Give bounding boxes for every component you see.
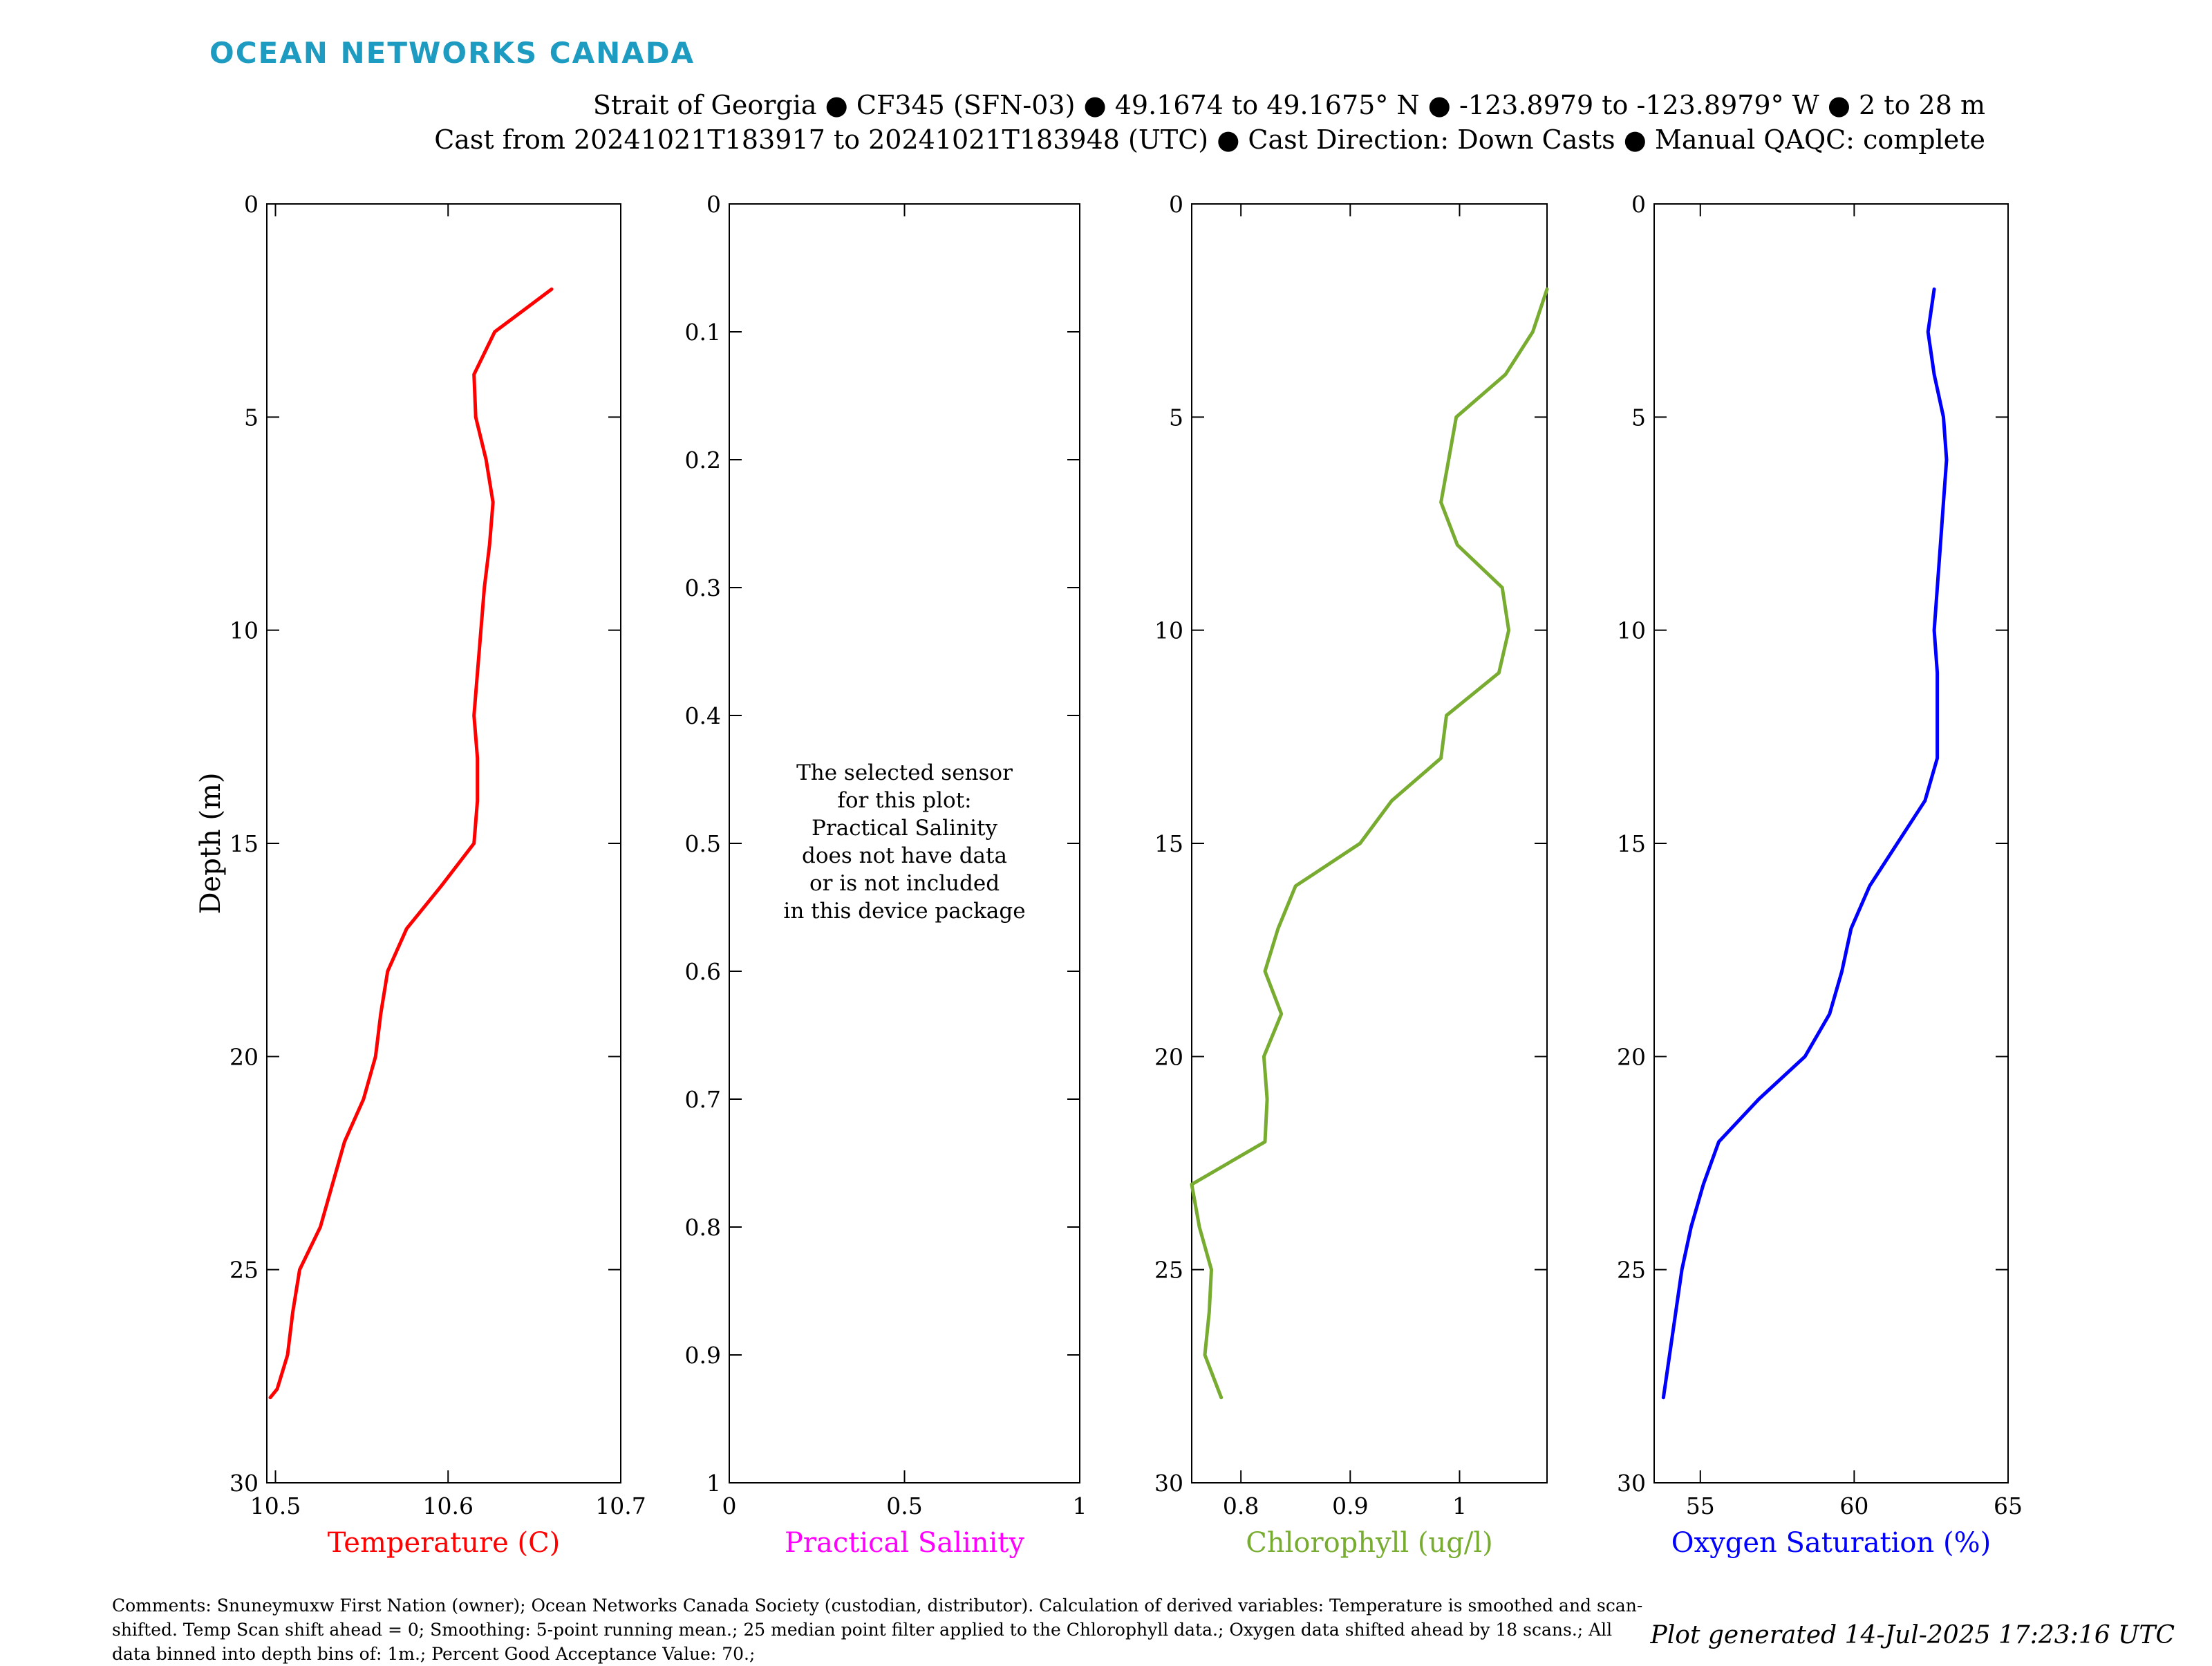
profile-line [1190, 287, 1549, 1400]
x-axis-label: Oxygen Saturation (%) [1671, 1527, 1991, 1559]
x-axis-label: Practical Salinity [785, 1527, 1024, 1559]
x-axis-label: Temperature (C) [328, 1527, 561, 1559]
y-tick-label: 20 [229, 1043, 259, 1070]
x-tick-label: 60 [1839, 1492, 1868, 1519]
y-tick-label: 25 [1617, 1257, 1646, 1284]
y-tick-label: 25 [229, 1257, 259, 1284]
y-tick-label: 10 [1617, 617, 1646, 644]
y-tick-label: 5 [244, 404, 259, 431]
y-tick-label: 5 [1169, 404, 1183, 431]
y-tick-label: 0.8 [685, 1214, 721, 1241]
panel-3: 0 5 10 15 20 25 30 0.8 0.9 1 Chlorophyll (ug/l) [1154, 191, 1549, 1559]
y-axis-label: Depth (m) [195, 772, 227, 914]
y-tick-label: 0.2 [685, 447, 721, 474]
comments-text: Comments: Snuneymuxw First Nation (owner… [112, 1595, 1643, 1664]
no-data-message-line: for this plot: [837, 788, 971, 813]
y-tick-label: 0.4 [685, 702, 721, 729]
plot-frame [1191, 203, 1548, 1484]
y-tick-label: 0.5 [685, 830, 721, 857]
y-tick-label: 0.3 [685, 574, 721, 601]
y-tick-label: 0.9 [685, 1342, 721, 1369]
y-tick-label: 30 [229, 1470, 259, 1497]
y-tick-label: 1 [706, 1470, 721, 1497]
x-axis-label: Chlorophyll (ug/l) [1246, 1527, 1493, 1559]
x-tick-label: 0 [722, 1492, 737, 1519]
profile-line [268, 287, 554, 1400]
profile-line [1661, 287, 1949, 1400]
y-tick-label: 0 [1169, 191, 1183, 218]
x-tick-label: 10.7 [595, 1492, 646, 1519]
y-tick-label: 10 [1154, 617, 1183, 644]
no-data-message-line: or is not included [809, 871, 1000, 896]
y-tick-label: 25 [1154, 1257, 1183, 1284]
x-tick-label: 0.8 [1223, 1492, 1259, 1519]
y-tick-label: 0 [706, 191, 721, 218]
x-tick-label: 1 [1452, 1492, 1467, 1519]
plot-frame [266, 203, 621, 1484]
plot-frame [1653, 203, 2009, 1484]
x-tick-label: 1 [1073, 1492, 1087, 1519]
y-tick-label: 0.7 [685, 1086, 721, 1113]
y-tick-label: 15 [229, 830, 259, 857]
y-tick-label: 15 [1617, 830, 1646, 857]
x-tick-label: 10.5 [250, 1492, 301, 1519]
x-tick-label: 0.5 [886, 1492, 922, 1519]
x-tick-label: 0.9 [1332, 1492, 1368, 1519]
panel-2: 00.10.20.30.40.50.60.70.80.910 0.5 1Practi… [685, 191, 1087, 1559]
y-tick-label: 0 [244, 191, 259, 218]
y-tick-label: 30 [1154, 1470, 1183, 1497]
no-data-message-line: Practical Salinity [812, 816, 997, 841]
onc-logo: OCEAN NETWORKS CANADA [209, 36, 695, 70]
y-tick-label: 5 [1631, 404, 1646, 431]
y-tick-label: 20 [1154, 1043, 1183, 1070]
y-tick-label: 0.1 [685, 319, 721, 346]
y-tick-label: 15 [1154, 830, 1183, 857]
x-tick-label: 65 [1994, 1492, 2023, 1519]
y-tick-label: 20 [1617, 1043, 1646, 1070]
no-data-message-line: The selected sensor [796, 760, 1013, 785]
y-tick-label: 0 [1631, 191, 1646, 218]
no-data-message-line: does not have data [802, 843, 1007, 868]
plot-generated-timestamp: Plot generated 14-Jul-2025 17:23:16 UTC [1650, 1621, 2175, 1649]
y-tick-label: 0.6 [685, 958, 721, 985]
header-location-line: Strait of Georgia ● CF345 (SFN-03) ● 49.… [592, 90, 1985, 120]
x-tick-label: 10.6 [423, 1492, 474, 1519]
x-tick-label: 55 [1686, 1492, 1715, 1519]
y-tick-label: 10 [229, 617, 259, 644]
y-tick-label: 30 [1617, 1470, 1646, 1497]
no-data-message-line: in this device package [783, 899, 1025, 924]
header-cast-line: Cast from 20241021T183917 to 20241021T18… [434, 124, 1985, 155]
